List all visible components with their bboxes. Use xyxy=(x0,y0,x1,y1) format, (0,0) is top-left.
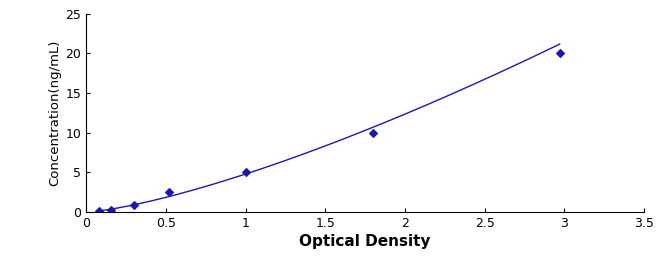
X-axis label: Optical Density: Optical Density xyxy=(299,234,431,249)
Y-axis label: Concentration(ng/mL): Concentration(ng/mL) xyxy=(48,40,61,186)
